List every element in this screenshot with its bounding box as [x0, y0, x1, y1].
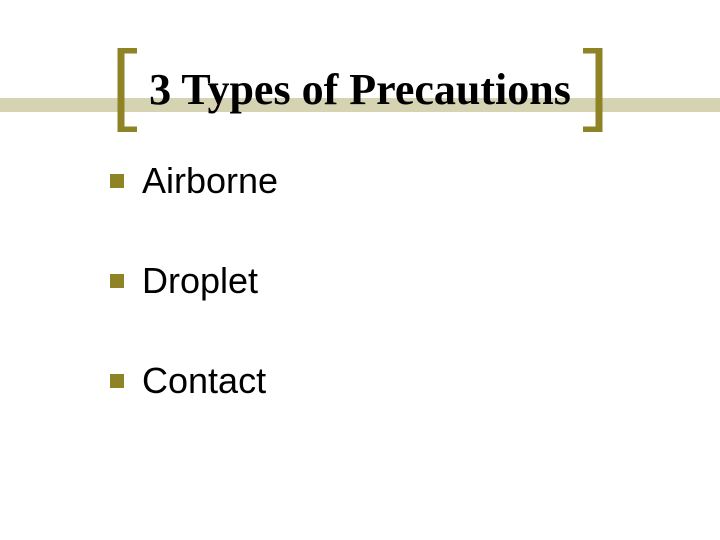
bracket-left-icon	[115, 48, 139, 132]
title-row: 3 Types of Precautions	[0, 48, 720, 132]
slide-title: 3 Types of Precautions	[139, 64, 581, 117]
list-item: Droplet	[110, 260, 278, 302]
list-item-label: Droplet	[142, 260, 258, 302]
square-bullet-icon	[110, 174, 124, 188]
title-region: 3 Types of Precautions	[0, 48, 720, 132]
list-item-label: Contact	[142, 360, 266, 402]
bullet-list: Airborne Droplet Contact	[110, 160, 278, 460]
list-item: Contact	[110, 360, 278, 402]
list-item: Airborne	[110, 160, 278, 202]
square-bullet-icon	[110, 374, 124, 388]
bracket-right-icon	[581, 48, 605, 132]
list-item-label: Airborne	[142, 160, 278, 202]
square-bullet-icon	[110, 274, 124, 288]
